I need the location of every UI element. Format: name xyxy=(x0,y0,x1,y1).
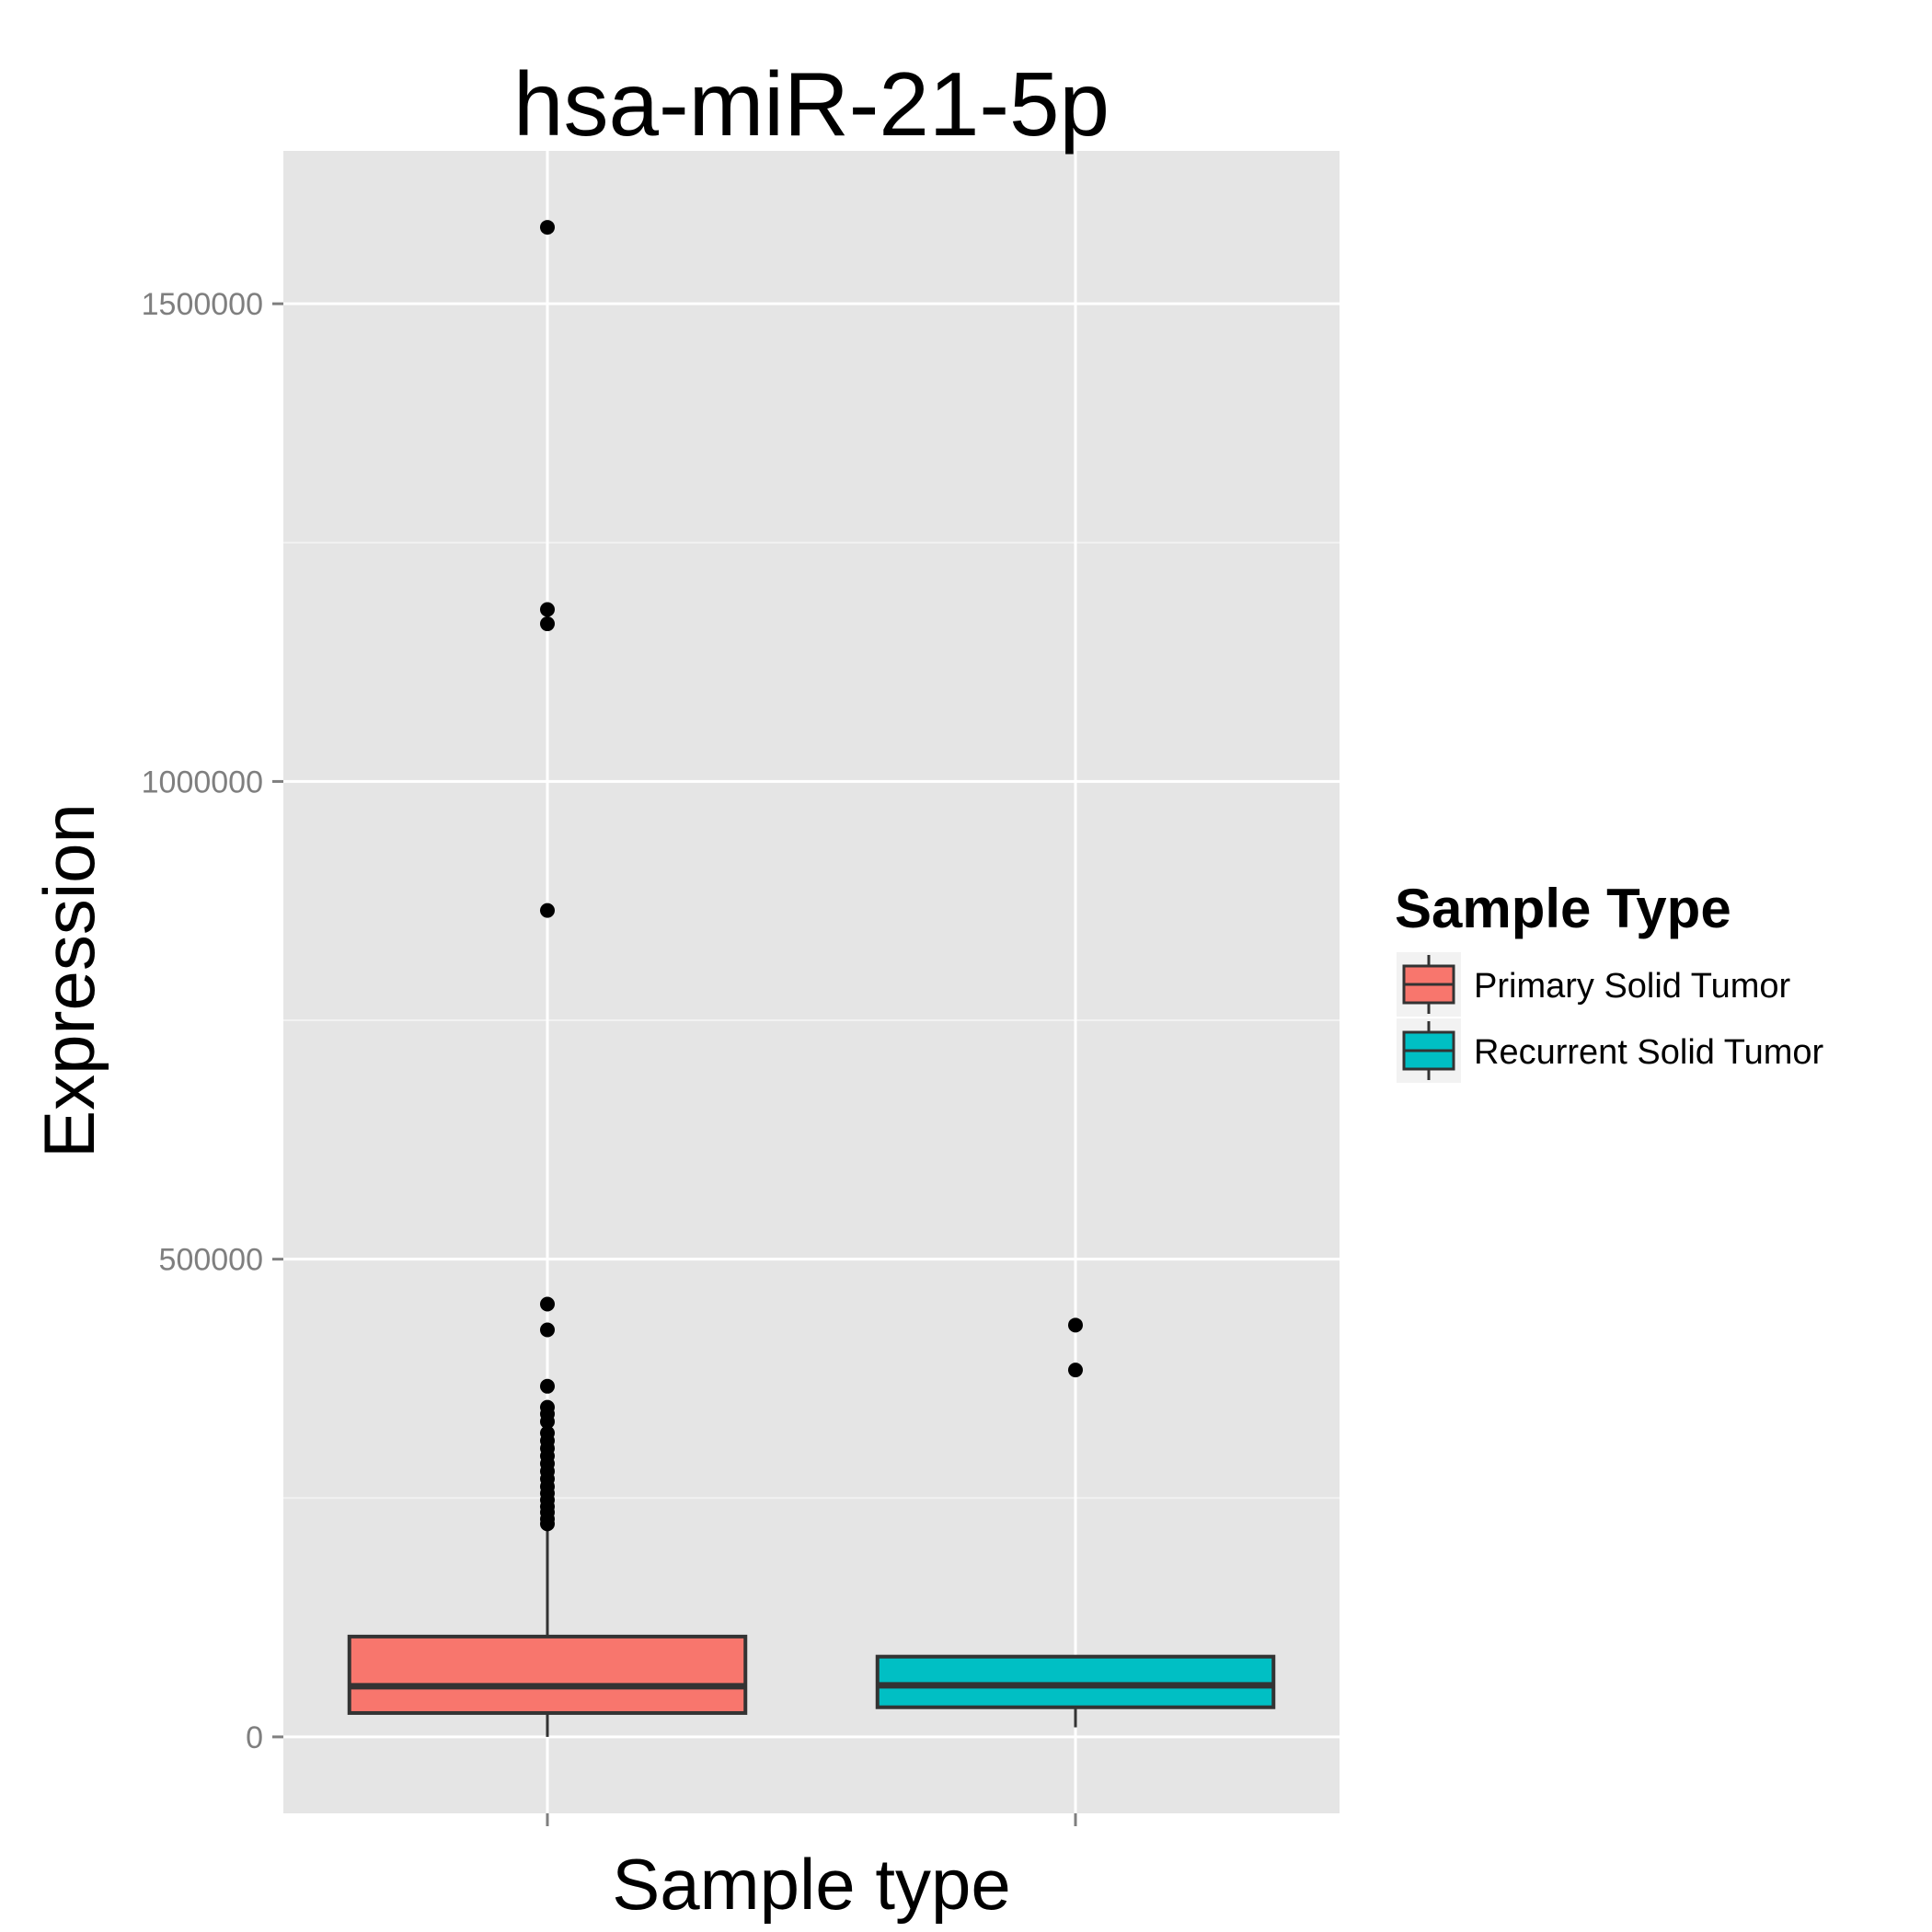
legend-item: Primary Solid Tumor xyxy=(1397,952,1791,1017)
outlier-point xyxy=(540,1414,555,1430)
major-gridlines xyxy=(283,151,1340,1813)
outlier-point xyxy=(540,1516,555,1532)
y-axis: 0 500000 1000000 1500000 xyxy=(142,287,283,1755)
outlier-point xyxy=(540,903,555,918)
outlier-point xyxy=(1068,1317,1083,1333)
outlier-point xyxy=(540,602,555,617)
x-axis-title: Sample type xyxy=(612,1844,1011,1925)
chart-title: hsa-miR-21-5p xyxy=(513,53,1110,155)
outlier-point xyxy=(540,1378,555,1394)
box xyxy=(875,1654,1276,1709)
outlier-point xyxy=(540,616,555,632)
outlier-point xyxy=(540,1322,555,1338)
y-tick-label: 1500000 xyxy=(142,287,263,322)
boxplot xyxy=(875,1317,1276,1728)
y-tick-label: 0 xyxy=(246,1720,263,1755)
outlier-point xyxy=(540,220,555,236)
outlier-point xyxy=(540,1296,555,1312)
outlier-point xyxy=(1068,1363,1083,1378)
x-axis xyxy=(546,1813,1077,1826)
y-tick-label: 1000000 xyxy=(142,765,263,799)
box xyxy=(347,1634,748,1715)
legend-item: Recurrent Solid Tumor xyxy=(1397,1018,1823,1083)
legend-label: Primary Solid Tumor xyxy=(1474,967,1791,1006)
minor-gridlines xyxy=(283,541,1340,1500)
boxplot xyxy=(347,220,748,1737)
y-tick-label: 500000 xyxy=(159,1243,263,1278)
plot-panel xyxy=(283,151,1340,1813)
y-axis-title: Expression xyxy=(29,803,109,1158)
legend: Sample Type Primary Solid Tumor Recurrent… xyxy=(1395,878,1823,1083)
legend-title: Sample Type xyxy=(1395,878,1731,939)
boxplots xyxy=(347,220,1276,1737)
legend-label: Recurrent Solid Tumor xyxy=(1474,1033,1823,1072)
